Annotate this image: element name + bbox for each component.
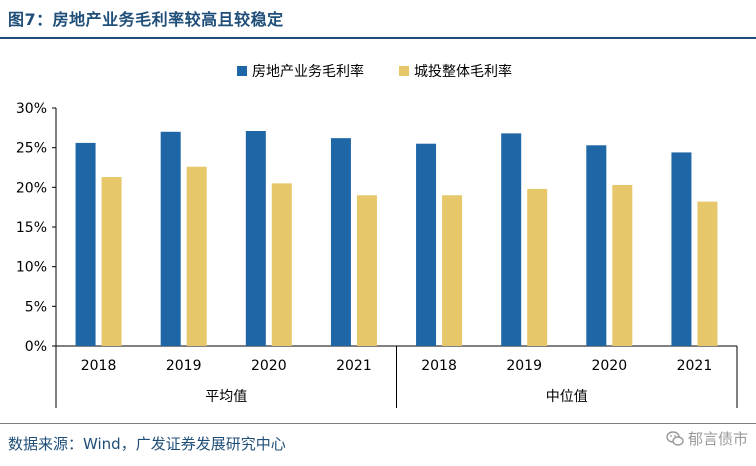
x-tick-label: 2020 (251, 358, 287, 374)
bar (527, 188, 548, 346)
bar (75, 142, 96, 346)
bar (186, 166, 207, 346)
source-note: 数据来源：Wind，广发证券发展研究中心 (8, 435, 286, 453)
y-tick-label: 25% (16, 141, 47, 157)
bars (75, 131, 718, 346)
bar (160, 131, 181, 346)
x-tick-label: 2021 (336, 358, 372, 374)
footer-divider (0, 423, 756, 424)
x-tick-label: 2018 (81, 358, 117, 374)
y-tick-label: 15% (16, 220, 47, 236)
watermark: 郁言债市 (666, 428, 748, 449)
legend-swatch (237, 66, 247, 76)
bar (330, 138, 351, 346)
y-tick-label: 20% (16, 180, 47, 196)
legend-label: 房地产业务毛利率 (252, 63, 364, 80)
bar (671, 152, 692, 346)
wechat-icon (666, 430, 684, 446)
bar (501, 133, 522, 346)
y-tick-label: 5% (25, 299, 47, 315)
y-tick-label: 10% (16, 260, 47, 276)
group-label: 中位值 (546, 389, 588, 405)
bar (245, 131, 266, 346)
y-tick-label: 30% (16, 101, 47, 117)
bar (416, 143, 437, 346)
bar (442, 195, 463, 346)
figure-title: 图7：房地产业务毛利率较高且较稳定 (8, 10, 284, 29)
bar (101, 177, 122, 346)
x-tick-label: 2018 (421, 358, 457, 374)
title-divider (0, 37, 756, 39)
bar (356, 195, 377, 346)
x-tick-label: 2021 (677, 358, 713, 374)
x-tick-label: 2019 (166, 358, 202, 374)
watermark-text: 郁言债市 (687, 430, 748, 448)
legend-label: 城投整体毛利率 (414, 63, 512, 80)
bar-chart: 房地产业务毛利率 城投整体毛利率 0% 5% 10% 15% 20% 25% 30% 2018 2… (16, 63, 738, 408)
x-tick-label: 2019 (506, 358, 542, 374)
bar (697, 201, 718, 346)
bar (586, 145, 607, 346)
x-tick-label: 2020 (591, 358, 627, 374)
legend: 房地产业务毛利率 城投整体毛利率 (237, 63, 512, 80)
axes (52, 107, 738, 408)
axis-labels: 0% 5% 10% 15% 20% 25% 30% 2018 2019 2020 2021 2018 2… (16, 101, 712, 405)
bar (271, 183, 292, 346)
group-label: 平均值 (205, 389, 247, 405)
y-tick-label: 0% (25, 339, 47, 355)
legend-swatch (399, 66, 409, 76)
bar (612, 184, 633, 346)
